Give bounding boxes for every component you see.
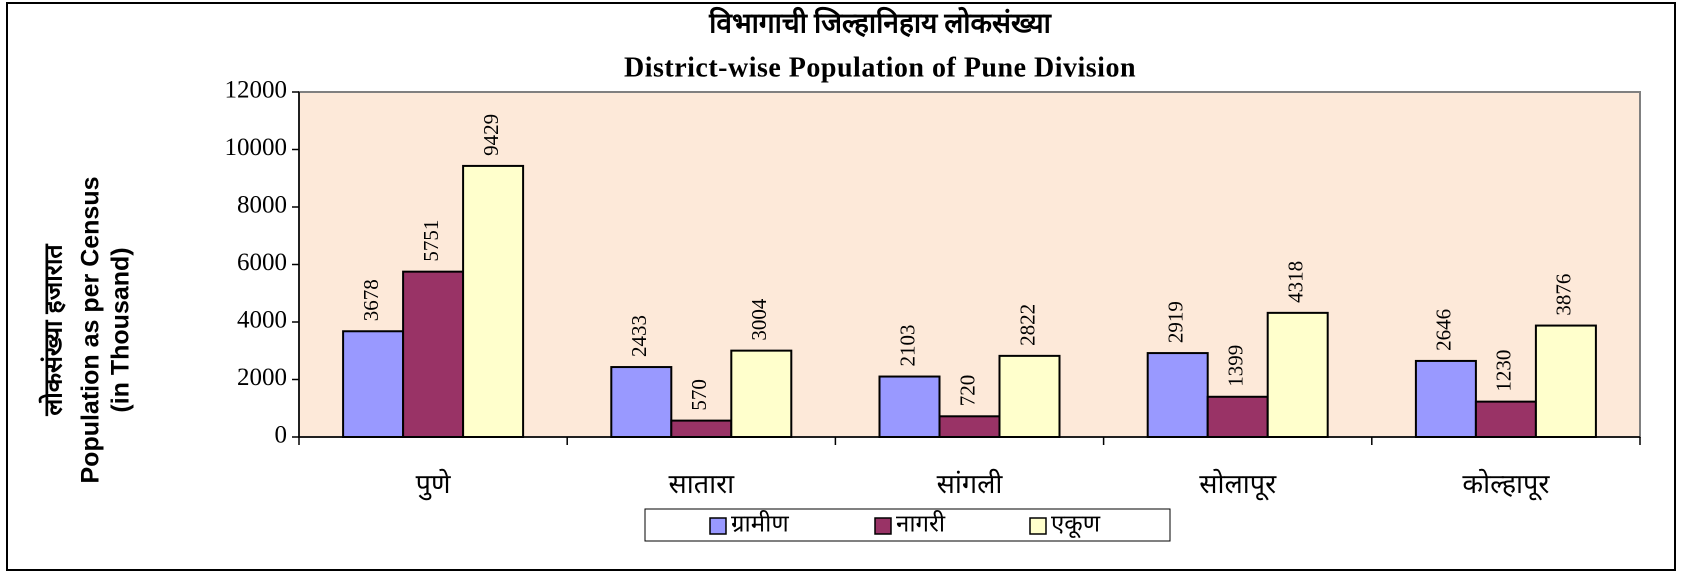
bar — [610, 366, 673, 438]
x-tick-label: सातारा — [668, 469, 735, 499]
bar — [998, 354, 1061, 438]
value-label: 5751 — [419, 220, 443, 262]
legend-swatch — [874, 517, 892, 535]
chart-subtitle: District-wise Population of Pune Divisio… — [624, 52, 1136, 83]
bar — [1266, 311, 1329, 439]
y-tick-label: 2000 — [237, 364, 287, 391]
legend-swatch — [1029, 517, 1047, 535]
bar — [1534, 324, 1597, 438]
y-tick-label: 8000 — [237, 192, 287, 219]
value-label: 2103 — [895, 325, 919, 367]
bar — [1414, 359, 1477, 438]
legend-swatch — [709, 517, 727, 535]
value-label: 3876 — [1552, 274, 1576, 316]
y-tick-label: 0 — [275, 422, 288, 449]
legend-label: ग्रामीण — [731, 510, 789, 538]
chart-title: विभागाची जिल्हानिहाय लोकसंख्या — [708, 6, 1052, 39]
bar — [342, 330, 405, 439]
value-label: 1230 — [1492, 350, 1516, 392]
x-tick-label: सांगली — [937, 468, 1004, 499]
y-axis-label-line: लोकसंख्या हजारात — [39, 243, 68, 417]
value-label: 1399 — [1224, 345, 1248, 387]
legend-box — [644, 508, 1171, 542]
legend-label: एकूण — [1051, 512, 1101, 539]
y-axis-label-line: Population as per Census — [77, 176, 105, 483]
legend-label: नागरी — [896, 510, 946, 538]
bar — [938, 415, 1001, 438]
y-axis-label: लोकसंख्या हजारात Population as per Censu… — [39, 176, 135, 483]
chart-border — [6, 2, 1676, 571]
bar — [402, 270, 465, 438]
x-tick-label: पुणे — [416, 468, 451, 501]
value-label: 2646 — [1432, 309, 1456, 351]
y-tick-label: 4000 — [237, 307, 287, 334]
bar — [730, 349, 793, 439]
x-tick-label: कोल्हापूर — [1462, 468, 1550, 501]
bar — [878, 375, 941, 439]
bar — [1474, 400, 1537, 439]
bar — [670, 419, 733, 438]
value-label: 570 — [687, 379, 711, 411]
value-label: 3678 — [359, 279, 383, 321]
bar — [1206, 395, 1269, 438]
x-tick-label: सोलापूर — [1199, 468, 1277, 501]
y-axis-label-line: (in Thousand) — [107, 247, 135, 412]
value-label: 2822 — [1015, 304, 1039, 346]
y-tick-label: 12000 — [225, 77, 288, 104]
value-label: 3004 — [747, 298, 771, 341]
value-label: 2919 — [1164, 301, 1188, 343]
value-label: 4318 — [1284, 261, 1308, 303]
y-tick-label: 10000 — [225, 134, 288, 161]
bar — [1146, 352, 1209, 438]
value-label: 720 — [955, 375, 979, 407]
value-label: 2433 — [627, 315, 651, 357]
y-tick-label: 6000 — [237, 249, 287, 276]
bar — [462, 164, 525, 438]
value-label: 9429 — [479, 114, 503, 156]
